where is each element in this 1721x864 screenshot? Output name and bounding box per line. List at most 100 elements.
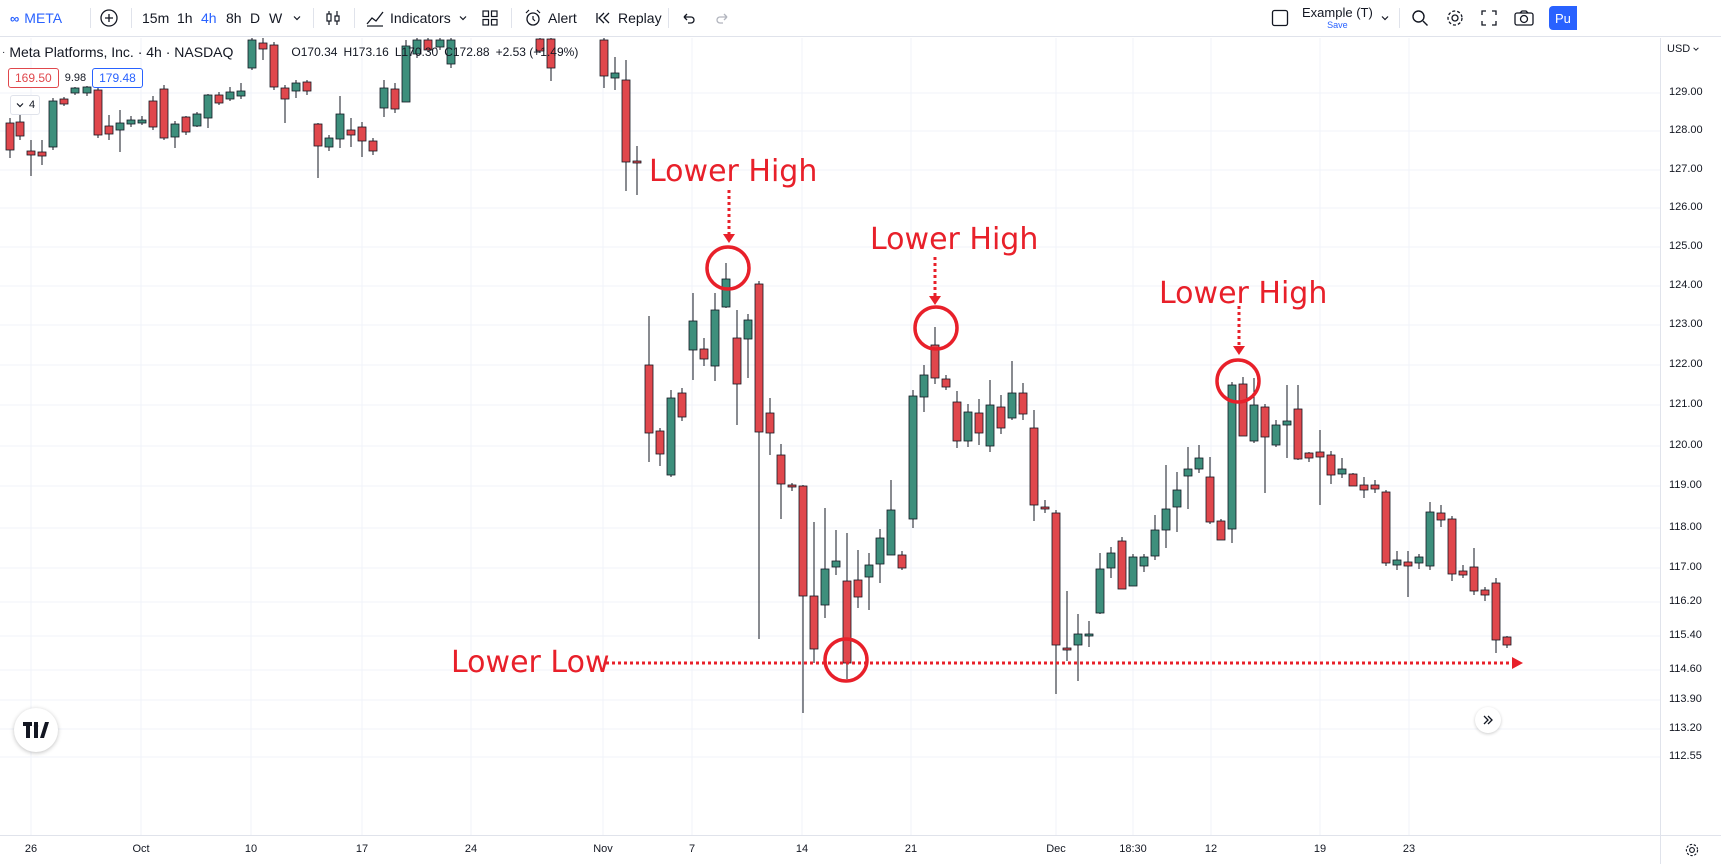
candle (357, 122, 367, 157)
candle-body (710, 309, 720, 367)
candle (1359, 477, 1369, 498)
meta-logo-icon: ∞ (10, 10, 20, 26)
templates-button[interactable] (481, 0, 499, 36)
alert-button[interactable]: Alert (523, 0, 577, 36)
legend-title[interactable]: Meta Platforms, Inc. · 4h · NASDAQ (9, 44, 234, 60)
candle (1502, 636, 1512, 648)
candle-body (776, 454, 786, 485)
fullscreen-button[interactable] (1480, 0, 1498, 36)
settings-button[interactable] (1445, 0, 1465, 36)
candle (820, 508, 830, 618)
candle-body (897, 554, 907, 569)
redo-button[interactable] (714, 0, 732, 36)
interval-dropdown[interactable] (292, 0, 302, 36)
publish-button[interactable]: Pu (1549, 6, 1577, 30)
chart-pane[interactable]: Lower High Lower High Lower High Lower Low … (0, 38, 1660, 835)
layout-dropdown[interactable] (1380, 0, 1390, 36)
layout-name-button[interactable]: Example (T) Save (1302, 0, 1373, 36)
candle (535, 38, 545, 53)
time-tick-label: 26 (24, 843, 38, 855)
interval-15m[interactable]: 15m (142, 0, 169, 36)
indicators-dropdown[interactable] (458, 0, 468, 36)
candle-body (798, 485, 808, 597)
candle (963, 404, 973, 447)
candle-body (15, 121, 25, 137)
candle-body (754, 283, 764, 433)
candle (644, 316, 654, 462)
candle (941, 375, 951, 390)
candle (1370, 480, 1380, 493)
candles-icon (326, 11, 340, 25)
interval-4h[interactable]: 4h (201, 0, 217, 36)
annotation-arrow-head (1233, 346, 1245, 355)
candle-body (1040, 506, 1050, 510)
candle-body (1194, 457, 1204, 470)
currency-label[interactable]: USD (1667, 43, 1700, 55)
candle-body (269, 44, 279, 88)
legend-bullet: · (2, 46, 6, 58)
interval-d[interactable]: D (250, 0, 260, 36)
scroll-to-realtime-button[interactable] (1475, 707, 1501, 733)
candle (1414, 554, 1424, 569)
buy-price-button[interactable]: 179.48 (92, 68, 143, 88)
candle-body (1502, 636, 1512, 646)
candle (985, 380, 995, 452)
annotation-circle (913, 305, 959, 351)
candle (1073, 614, 1083, 681)
candle (1326, 451, 1336, 484)
candle (192, 112, 202, 127)
symbol-search-button[interactable]: ∞ META (10, 0, 62, 36)
tradingview-logo[interactable] (14, 708, 58, 752)
candle (1227, 382, 1237, 543)
candle-body (379, 87, 389, 109)
candle-body (159, 88, 169, 139)
candle-body (1084, 633, 1094, 637)
search-button[interactable] (1410, 0, 1430, 36)
chevron-down-icon (1693, 47, 1699, 51)
layout-checkbox[interactable] (1271, 0, 1289, 36)
replay-button[interactable]: Replay (595, 0, 662, 36)
candle-body (610, 72, 620, 79)
candle-body (1062, 647, 1072, 651)
candle-body (743, 319, 753, 340)
price-tick-label: 116.20 (1669, 595, 1702, 607)
interval-8h[interactable]: 8h (226, 0, 242, 36)
candle (1007, 361, 1017, 420)
indicators-collapse-button[interactable]: 4 (10, 95, 41, 115)
candle (1469, 548, 1479, 595)
candle-body (258, 42, 268, 50)
candle (1117, 537, 1127, 590)
candle-body (236, 90, 246, 97)
undo-button[interactable] (679, 0, 697, 36)
interval-1h[interactable]: 1h (177, 0, 193, 36)
candle-body (1337, 468, 1347, 475)
compare-symbol-button[interactable] (99, 0, 119, 36)
price-tick-label: 114.60 (1669, 663, 1702, 675)
candle-body (886, 509, 896, 556)
annotation-arrow-head (929, 296, 941, 305)
interval-w[interactable]: W (269, 0, 282, 36)
candle (335, 96, 345, 148)
time-scale[interactable]: 26 Oct 10 17 24 Nov 7 14 21 Dec 18:30 12 19 23 (0, 835, 1660, 864)
candle (732, 310, 742, 425)
candle-body (853, 579, 863, 598)
chart-canvas[interactable]: Lower High Lower High Lower High Lower Low (0, 38, 1660, 835)
sell-price-button[interactable]: 169.50 (8, 68, 59, 88)
candle (699, 338, 709, 366)
indicators-button[interactable]: Indicators (365, 0, 451, 36)
time-tick-label: 14 (795, 843, 809, 855)
candle-body (137, 119, 147, 124)
candle-body (677, 392, 687, 418)
time-scale-settings-button[interactable] (1660, 835, 1721, 864)
price-tick-label: 126.00 (1669, 201, 1703, 213)
alert-label: Alert (548, 10, 577, 26)
price-scale[interactable]: USD 129.00 128.00 127.00 126.00 125.00 124.00… (1660, 38, 1721, 835)
chart-type-button[interactable] (323, 0, 343, 36)
legend-high: H173.16 (343, 45, 389, 59)
candle (126, 116, 136, 127)
candle-body (688, 320, 698, 351)
fullscreen-icon (1481, 10, 1497, 26)
snapshot-button[interactable] (1513, 0, 1535, 36)
candle-body (1403, 561, 1413, 567)
candle (37, 140, 47, 165)
